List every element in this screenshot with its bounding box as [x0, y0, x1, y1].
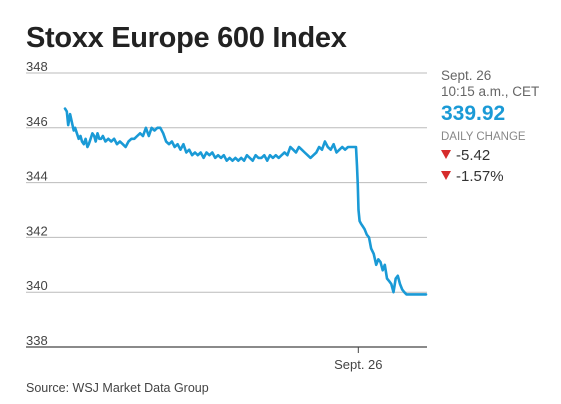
y-tick-label-340: 340 — [26, 278, 48, 293]
quote-date: Sept. 26 — [441, 68, 492, 83]
change-percent-row: -1.57% — [441, 166, 559, 187]
y-tick-label-348: 348 — [26, 59, 48, 74]
y-tick-label-344: 344 — [26, 169, 48, 184]
daily-change-label: DAILY CHANGE — [441, 131, 526, 143]
down-triangle-icon — [441, 150, 451, 159]
x-axis: Sept. 26 — [334, 347, 383, 372]
quote-time: 10:15 a.m., CET — [441, 84, 540, 99]
y-axis-tick-labels: 338 340 342 344 346 348 — [26, 59, 48, 348]
series-line-0 — [63, 107, 428, 296]
change-points-row: -5.42 — [441, 145, 559, 166]
quote-price: 339.92 — [441, 102, 506, 125]
series-line-group — [63, 107, 428, 296]
source-note: Source: WSJ Market Data Group — [26, 381, 209, 395]
y-tick-label-342: 342 — [26, 223, 48, 238]
down-triangle-icon — [441, 171, 451, 180]
grid-lines — [26, 72, 427, 348]
change-points-value: -5.42 — [456, 147, 491, 164]
change-percent-value: -1.57% — [456, 168, 504, 185]
y-tick-label-338: 338 — [26, 333, 48, 348]
x-tick-label: Sept. 26 — [334, 357, 382, 372]
y-tick-label-346: 346 — [26, 114, 48, 129]
chart-title: Stoxx Europe 600 Index — [26, 22, 347, 54]
quote-panel: Sept. 26 10:15 a.m., CET 339.92 DAILY CH… — [441, 68, 559, 187]
